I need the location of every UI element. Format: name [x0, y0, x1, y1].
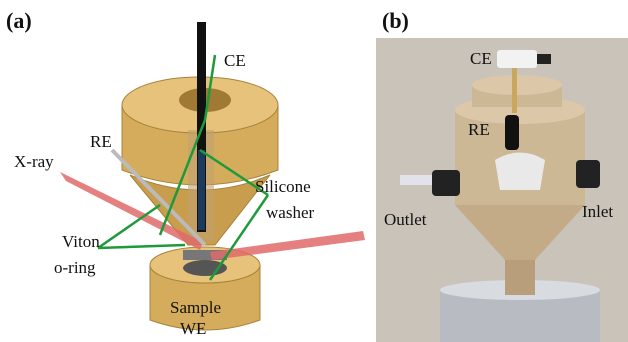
label-we: WE [180, 319, 206, 338]
label-oring: o-ring [54, 258, 96, 277]
label-inlet: Inlet [582, 202, 613, 221]
figure: (a) CE RE X-ray Silicone washer Viton o-… [0, 0, 628, 342]
label-ce: CE [470, 49, 492, 68]
label-viton: Viton [62, 232, 100, 251]
label-silicone: Silicone [255, 177, 311, 196]
label-re: RE [468, 120, 490, 139]
label-xray: X-ray [14, 152, 54, 171]
label-sample: Sample [170, 298, 221, 317]
label-washer: washer [266, 203, 314, 222]
label-outlet: Outlet [384, 210, 427, 229]
panel-label: (b) [382, 8, 409, 33]
label-ce: CE [224, 51, 246, 70]
label-re: RE [90, 132, 112, 151]
panel-label: (a) [6, 8, 32, 33]
cell-photo [376, 38, 628, 342]
